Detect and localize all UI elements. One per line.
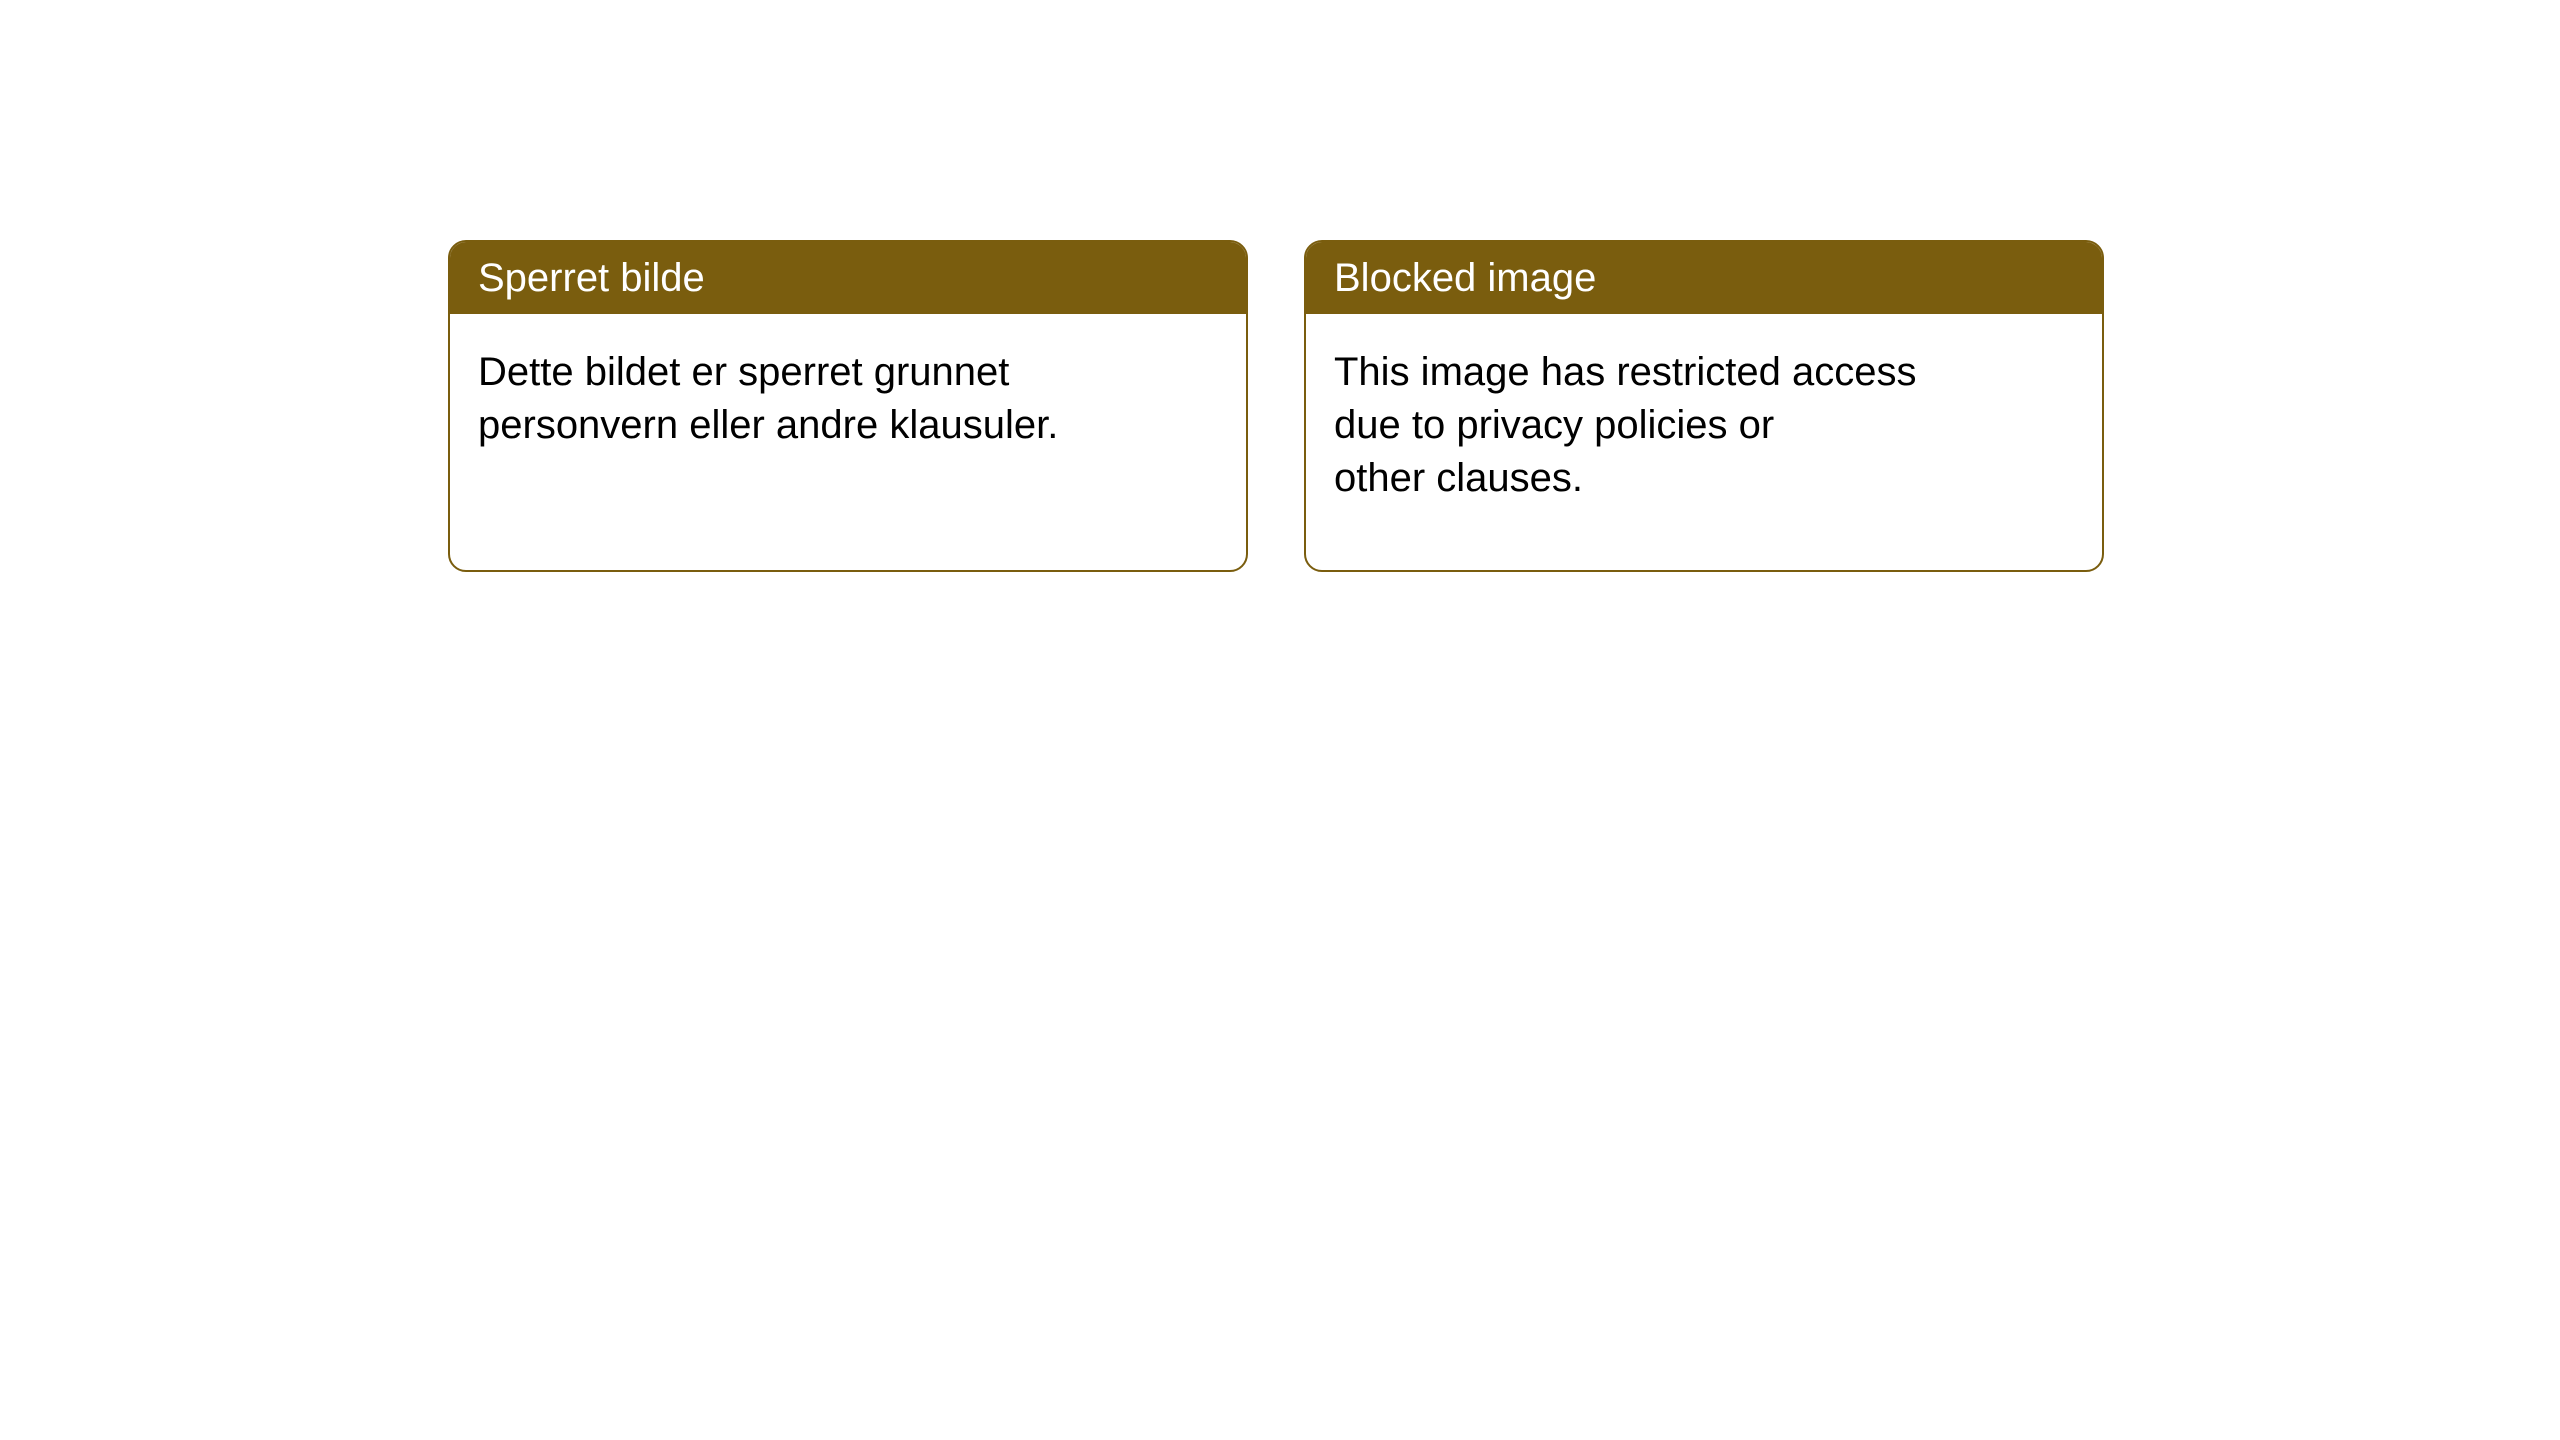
blocked-image-card-no: Sperret bilde Dette bildet er sperret gr… — [448, 240, 1248, 572]
card-body-en: This image has restricted access due to … — [1306, 314, 2102, 570]
card-header-en: Blocked image — [1306, 242, 2102, 314]
card-header-no: Sperret bilde — [450, 242, 1246, 314]
notice-container: Sperret bilde Dette bildet er sperret gr… — [0, 0, 2560, 572]
blocked-image-card-en: Blocked image This image has restricted … — [1304, 240, 2104, 572]
card-body-no: Dette bildet er sperret grunnet personve… — [450, 314, 1246, 570]
